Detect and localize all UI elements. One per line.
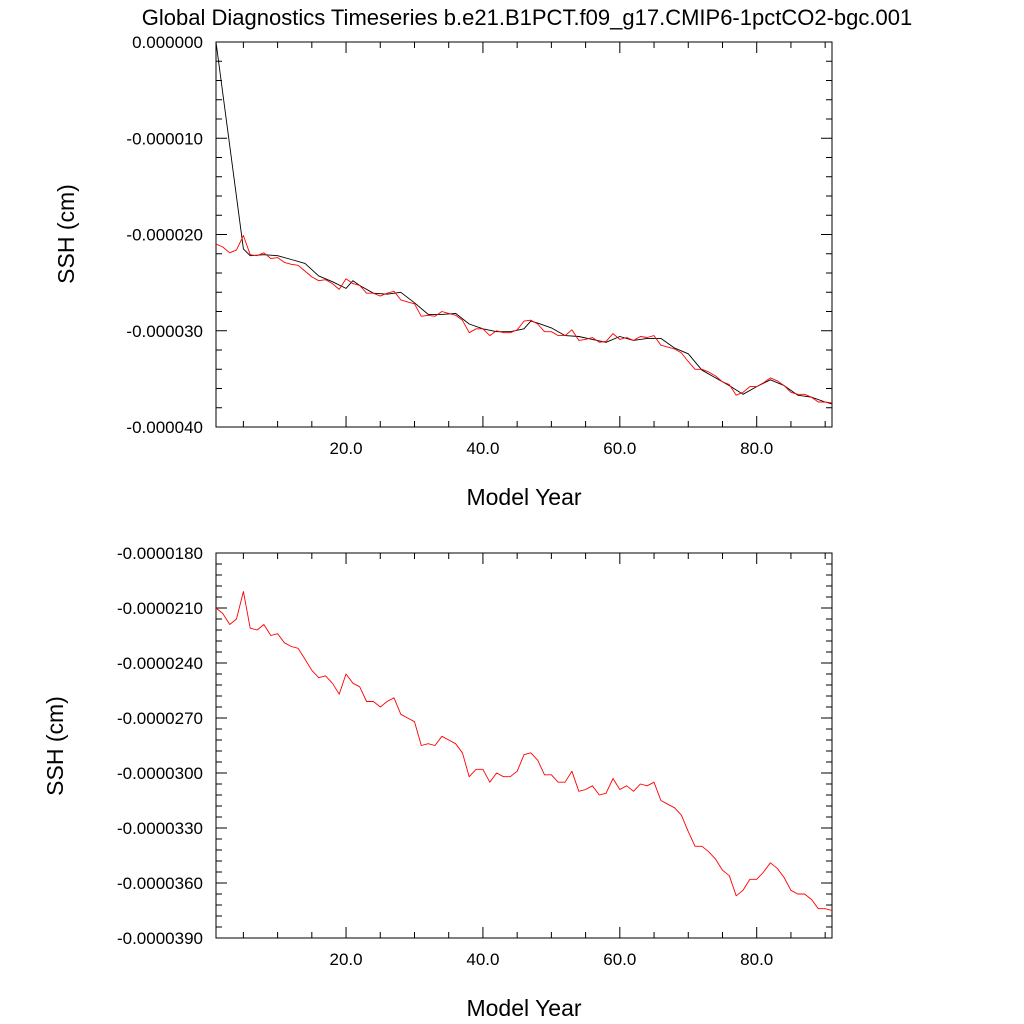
bottom-plot-frame <box>215 552 833 939</box>
top-y-tick-label: -0.000030 <box>126 322 203 341</box>
top-plot-frame <box>215 41 833 428</box>
bottom-chart-panel: -0.0000180 -0.0000210 -0.0000240 -0.0000270… <box>42 544 833 1021</box>
bottom-x-tick-label: 80.0 <box>740 950 773 969</box>
top-x-tick-label: 80.0 <box>740 439 773 458</box>
top-x-axis-label: Model Year <box>466 484 581 510</box>
top-y-tick-label: -0.000010 <box>126 129 203 148</box>
bottom-y-tick-label: -0.0000300 <box>117 764 203 783</box>
bottom-y-axis: -0.0000180 -0.0000210 -0.0000240 -0.0000270… <box>117 544 832 948</box>
bottom-y-tick-label: -0.0000390 <box>117 929 203 948</box>
bottom-x-axis-label: Model Year <box>466 995 581 1021</box>
top-x-tick-label: 60.0 <box>603 439 636 458</box>
top-y-axis-label: SSH (cm) <box>53 184 79 284</box>
bottom-x-tick-label: 60.0 <box>603 950 636 969</box>
top-y-tick-label: 0.000000 <box>132 33 203 52</box>
bottom-y-tick-label: -0.0000180 <box>117 544 203 563</box>
bottom-y-tick-label: -0.0000270 <box>117 709 203 728</box>
top-series-layer <box>215 41 833 405</box>
bottom-y-tick-label: -0.0000330 <box>117 819 203 838</box>
bottom-x-tick-label: 20.0 <box>329 950 362 969</box>
top-y-tick-label: -0.000040 <box>126 418 203 437</box>
top-y-tick-label: -0.000020 <box>126 226 203 245</box>
bottom-y-tick-label: -0.0000210 <box>117 599 203 618</box>
bottom-series-line-red <box>215 591 833 911</box>
bottom-y-axis-label: SSH (cm) <box>42 696 68 796</box>
bottom-series-layer <box>215 591 833 911</box>
bottom-y-tick-label: -0.0000240 <box>117 654 203 673</box>
top-x-tick-label: 40.0 <box>466 439 499 458</box>
figure-title: Global Diagnostics Timeseries b.e21.B1PC… <box>142 5 912 30</box>
top-series-line-red <box>215 235 833 404</box>
top-x-tick-label: 20.0 <box>329 439 362 458</box>
top-x-axis: 20.0 40.0 60.0 80.0 <box>242 42 826 458</box>
top-series-line-black <box>215 41 833 405</box>
bottom-y-tick-label: -0.0000360 <box>117 874 203 893</box>
top-chart-panel: 0.000000 -0.000010 -0.000020 -0.000030 -0.00… <box>53 33 833 510</box>
top-y-axis: 0.000000 -0.000010 -0.000020 -0.000030 -0.00… <box>126 33 832 437</box>
bottom-x-tick-label: 40.0 <box>466 950 499 969</box>
bottom-x-axis: 20.0 40.0 60.0 80.0 <box>242 553 826 969</box>
